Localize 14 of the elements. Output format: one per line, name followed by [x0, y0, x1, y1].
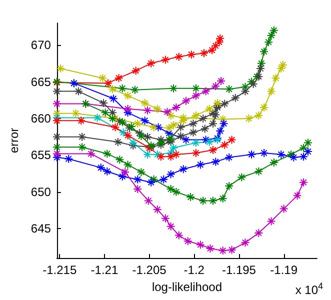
y-tick-label: 645 [30, 222, 52, 236]
y-axis-title: error [7, 128, 21, 154]
y-tick-label: 660 [30, 111, 52, 126]
y-tick-label: 650 [30, 184, 52, 199]
x-tick-label: -1.195 [222, 263, 256, 277]
x-tick-label: -1.19 [270, 263, 298, 277]
y-tick-label: 670 [30, 38, 52, 52]
x-tick-label: -1.215 [42, 263, 77, 277]
x-tick-label: -1.21 [90, 263, 118, 277]
y-tick-label: 665 [30, 74, 52, 89]
x-axis-title: log-likelihood [152, 280, 222, 294]
y-tick-label: 655 [30, 148, 52, 162]
x-tick-label: -1.205 [132, 263, 167, 277]
x-tick-label: -1.2 [184, 263, 205, 277]
